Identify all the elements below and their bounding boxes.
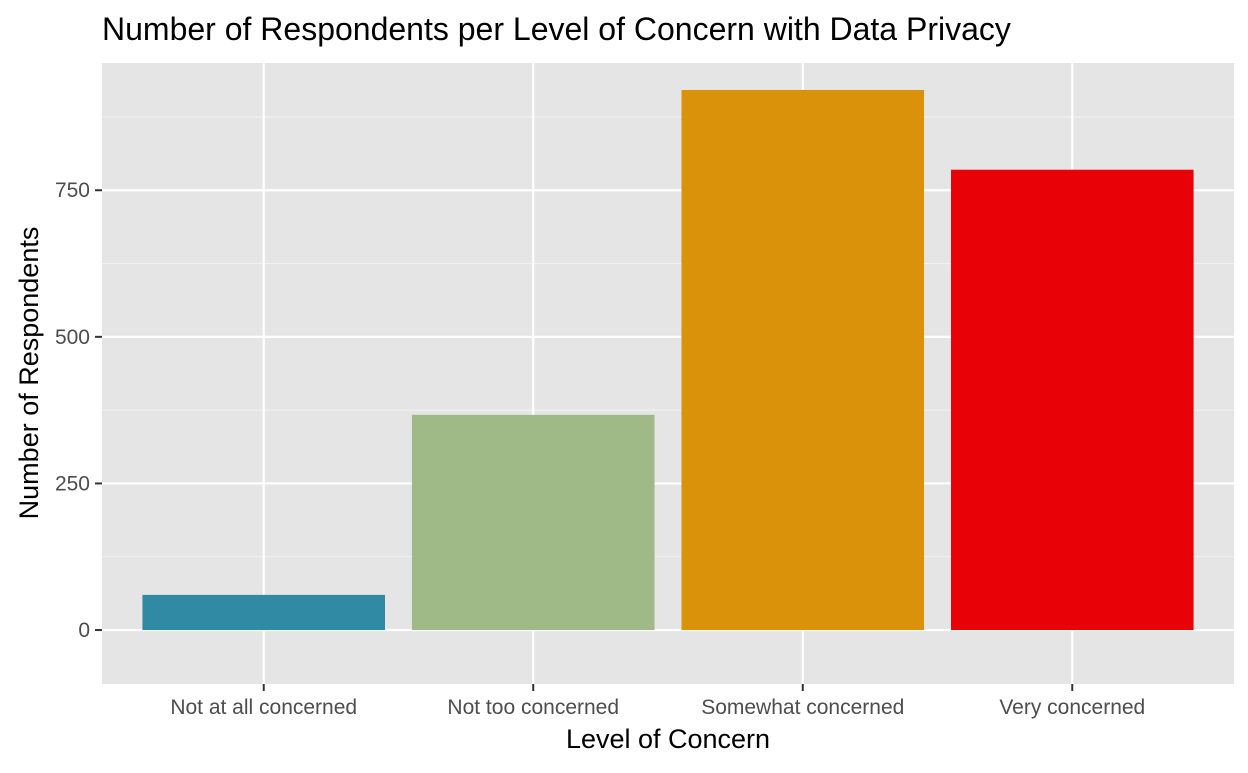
bar	[142, 594, 385, 631]
chart-title: Number of Respondents per Level of Conce…	[102, 11, 1011, 47]
y-tick-label: 500	[55, 326, 90, 349]
y-tick-label: 250	[55, 472, 90, 495]
bar	[411, 414, 655, 631]
x-tick-label: Not at all concerned	[170, 696, 357, 719]
bar	[681, 89, 925, 631]
y-axis-title: Number of Respondents	[14, 227, 44, 520]
x-tick-label: Somewhat concerned	[701, 696, 904, 719]
x-axis-ticks: Not at all concerned Not too concerned Som…	[170, 684, 1145, 719]
x-tick-label: Very concerned	[999, 696, 1145, 719]
bars	[142, 89, 1194, 631]
y-tick-label: 0	[78, 619, 90, 642]
y-axis-ticks: 0 250 500 750	[55, 179, 102, 642]
x-tick-label: Not too concerned	[447, 696, 619, 719]
bar	[951, 169, 1194, 631]
y-tick-label: 750	[55, 179, 90, 202]
x-axis-title: Level of Concern	[566, 724, 770, 754]
